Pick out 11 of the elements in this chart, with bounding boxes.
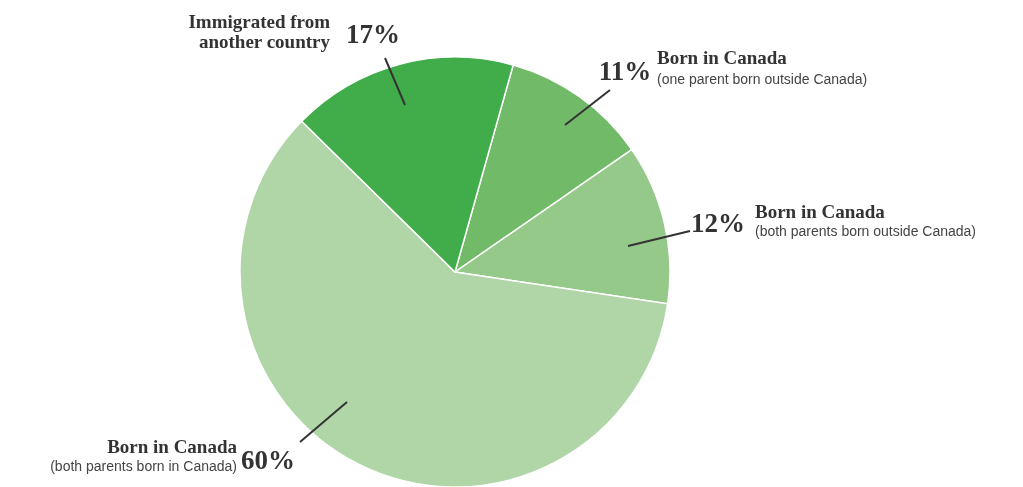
text: (both parents born in Canada) (50, 458, 237, 474)
slice-label: Immigrated from another country (188, 11, 331, 52)
slice-label: Born in Canada (755, 201, 886, 222)
data-label: 12% (691, 208, 745, 238)
text: (one parent born outside Canada) (657, 71, 868, 87)
data-label: 17% (346, 19, 400, 49)
data-label: 60% (241, 445, 295, 475)
slice-label: Born in Canada (657, 47, 788, 68)
slice-label: Born in Canada (107, 436, 238, 457)
text: (both parents born outside Canada) (755, 223, 977, 239)
data-label: 11% (598, 56, 652, 86)
